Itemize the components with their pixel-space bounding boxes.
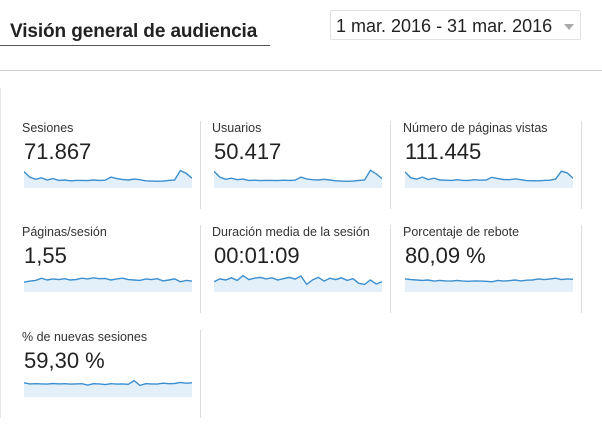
sparkline-line [214, 274, 382, 286]
metric-new-sessions[interactable]: % de nuevas sesiones 59,30 % [22, 330, 201, 418]
metric-label: Usuarios [212, 121, 262, 135]
metric-label: Número de páginas vistas [403, 121, 548, 135]
metric-value: 80,09 % [405, 243, 486, 268]
sparkline-chart [24, 169, 192, 188]
sparkline-line [24, 169, 192, 183]
metric-value: 71.867 [24, 139, 92, 164]
sparkline-area [405, 278, 573, 292]
sparkline-chart [24, 277, 192, 292]
metric-avg-session-duration[interactable]: Duración media de la sesión 00:01:09 [212, 225, 391, 313]
metric-value: 59,30 % [24, 348, 105, 373]
metric-sessions[interactable]: Sesiones 71.867 [22, 121, 201, 209]
date-range-text: 1 mar. 2016 - 31 mar. 2016 [336, 16, 553, 36]
metric-value: 1,55 [24, 243, 67, 268]
panel-edge [0, 88, 1, 418]
metric-users[interactable]: Usuarios 50.417 [212, 121, 391, 209]
date-range-picker[interactable]: 1 mar. 2016 - 31 mar. 2016 [330, 10, 581, 40]
metric-label: Duración media de la sesión [212, 225, 370, 239]
metric-label: Páginas/sesión [22, 225, 107, 239]
sparkline-chart [405, 170, 573, 188]
page-title: Visión general de audiencia [10, 21, 258, 42]
report-header: Visión general de audiencia 1 mar. 2016 … [0, 0, 602, 46]
sparkline-area [405, 171, 573, 188]
metric-label: % de nuevas sesiones [22, 330, 148, 344]
metric-value: 50.417 [214, 139, 282, 164]
metric-bounce-rate[interactable]: Porcentaje de rebote 80,09 % [403, 225, 582, 313]
metric-pages-per-session[interactable]: Páginas/sesión 1,55 [22, 225, 201, 313]
sparkline-area [214, 275, 382, 292]
sparkline-chart [214, 274, 382, 292]
sparkline-area [24, 277, 192, 292]
sparkline-area [24, 380, 192, 397]
title-underline [0, 45, 270, 46]
metric-label: Sesiones [22, 121, 74, 135]
chevron-down-icon[interactable] [564, 24, 574, 30]
header-divider [0, 70, 602, 71]
sparkline-line [405, 277, 573, 283]
metric-label: Porcentaje de rebote [403, 225, 520, 239]
sparkline-line [214, 169, 382, 183]
sparkline-chart [24, 379, 192, 397]
metric-value: 00:01:09 [214, 243, 300, 268]
metric-value: 111.445 [405, 139, 482, 164]
metric-pageviews[interactable]: Número de páginas vistas 111.445 [403, 121, 582, 209]
sparkline-line [405, 170, 573, 182]
sparkline-line [24, 379, 192, 387]
sparkline-line [24, 277, 192, 283]
sparkline-chart [405, 277, 573, 292]
sparkline-chart [214, 169, 382, 188]
